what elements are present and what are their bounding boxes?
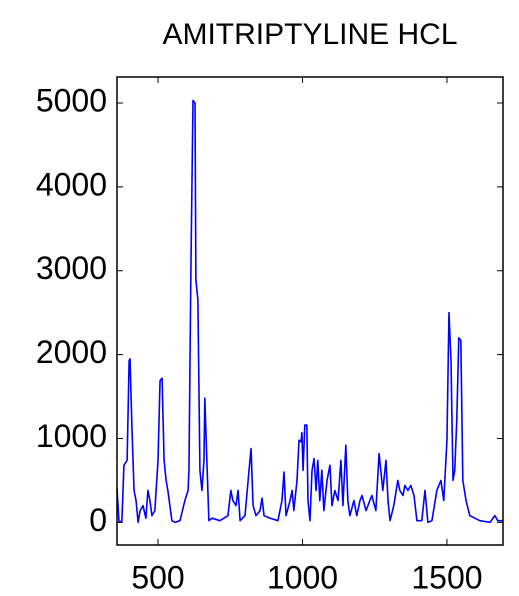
data-line [116, 99, 503, 524]
x-tick-label: 1000 [267, 559, 338, 595]
y-tick-label: 2000 [36, 334, 107, 370]
y-tick-label: 0 [89, 502, 107, 538]
chart-title: AMITRIPTYLINE HCL [162, 18, 457, 51]
y-tick-label: 3000 [36, 250, 107, 286]
y-tick-label: 4000 [36, 166, 107, 202]
x-tick-label: 1500 [411, 559, 482, 595]
y-tick-label: 5000 [36, 82, 107, 118]
y-tick-label: 1000 [36, 418, 107, 454]
x-tick-label: 500 [131, 559, 184, 595]
plot-frame [116, 76, 504, 546]
